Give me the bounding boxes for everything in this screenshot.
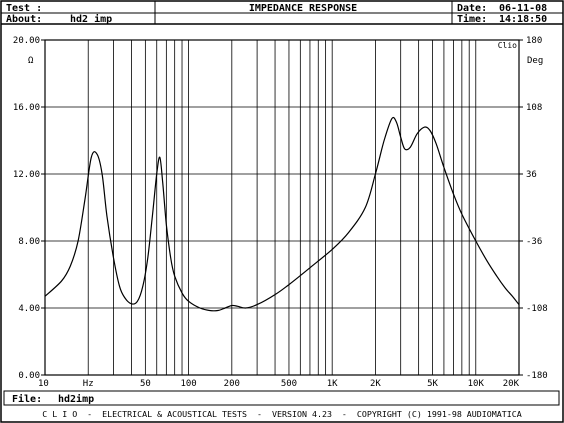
date-label: Date: — [457, 3, 487, 14]
x-tick-label: 10 — [38, 379, 49, 389]
x-tick-label: Hz — [83, 379, 94, 389]
file-label: File: — [12, 393, 42, 405]
chart-title: IMPEDANCE RESPONSE — [249, 3, 357, 14]
x-tick-label: 2K — [370, 379, 381, 389]
y2-tick-labels: -180 -108 -36 36 108 180 — [519, 36, 548, 381]
y-tick-label: 16.00 — [13, 103, 40, 113]
y2-tick-label: -36 — [526, 237, 542, 247]
y-tick-labels: 0.00 4.00 8.00 12.00 16.00 20.00 — [13, 36, 45, 381]
x-tick-label: 1K — [327, 379, 338, 389]
plot-area — [44, 39, 520, 376]
x-tick-labels: 10 Hz 50 100 200 500 1K 2K 5K 10K 20K — [38, 379, 520, 389]
file-value: hd2imp — [58, 393, 94, 405]
plot-frame — [44, 39, 520, 376]
x-tick-label: 5K — [427, 379, 438, 389]
y-tick-label: 8.00 — [18, 237, 40, 247]
x-tick-label: 50 — [140, 379, 151, 389]
credits-line: C L I O - ELECTRICAL & ACOUSTICAL TESTS … — [42, 409, 522, 419]
x-tick-label: 100 — [180, 379, 196, 389]
time-value: 14:18:50 — [499, 14, 547, 25]
about-label: About: — [6, 14, 42, 25]
x-tick-label: 200 — [224, 379, 240, 389]
y-tick-label: 12.00 — [13, 170, 40, 180]
y2-tick-label: 36 — [526, 170, 537, 180]
y-tick-label: 20.00 — [13, 36, 40, 46]
date-value: 06-11-08 — [499, 3, 547, 14]
about-value: hd2 imp — [70, 13, 112, 25]
y2-tick-label: -108 — [526, 304, 548, 314]
x-tick-label: 10K — [468, 379, 485, 389]
y-axis-unit: Ω — [28, 56, 34, 66]
x-tick-label: 20K — [503, 379, 520, 389]
y2-tick-label: -180 — [526, 371, 548, 381]
impedance-curve — [44, 116, 520, 312]
file-box — [3, 390, 560, 406]
y-tick-label: 0.00 — [18, 371, 40, 381]
y2-tick-label: 180 — [526, 36, 542, 46]
x-tick-label: 500 — [281, 379, 297, 389]
y2-tick-label: 108 — [526, 103, 542, 113]
y-tick-label: 4.00 — [18, 304, 40, 314]
time-label: Time: — [457, 13, 487, 25]
test-label: Test : — [6, 3, 42, 14]
clio-corner-label: Clio — [498, 41, 517, 50]
y2-axis-unit: Deg — [527, 56, 543, 66]
